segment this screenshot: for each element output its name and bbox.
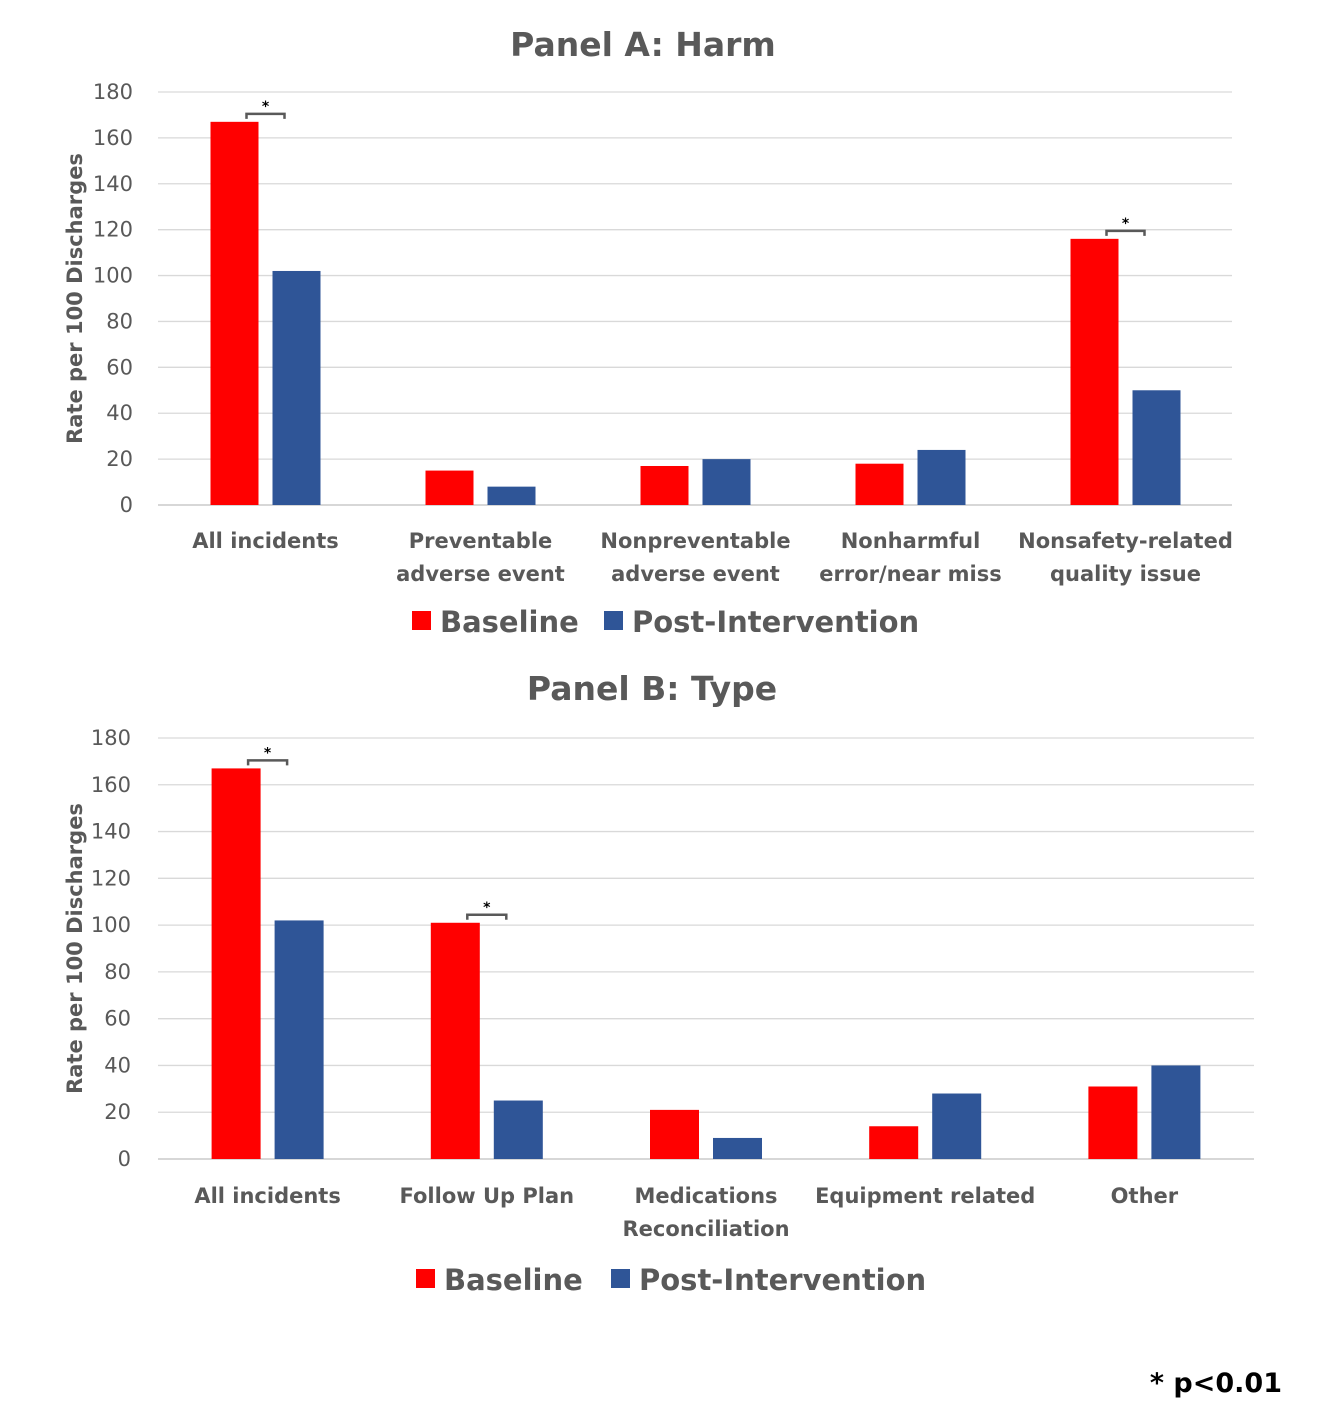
- x-category-label: Nonharmful: [841, 529, 981, 553]
- y-tick-label: 80: [104, 960, 131, 984]
- bar-baseline: [650, 1109, 699, 1159]
- bar-baseline: [1070, 238, 1119, 505]
- bar-baseline: [855, 463, 904, 505]
- bar-baseline: [869, 1126, 919, 1159]
- x-category-label: All incidents: [194, 1184, 341, 1208]
- y-tick-label: 60: [106, 355, 133, 379]
- y-tick-label: 60: [104, 1007, 131, 1031]
- legend-label: Post-Intervention: [639, 1263, 926, 1297]
- x-category-label: Nonpreventable: [600, 529, 790, 553]
- x-category-label: Nonsafety-related: [1018, 529, 1233, 553]
- chart-panel-2: Panel B: Type 0 20 40 60 80 100 120 140 160 180 Rat…: [63, 669, 1254, 1297]
- bar-post-intervention: [1132, 390, 1181, 505]
- bar-post-intervention: [274, 920, 324, 1159]
- bar-post-intervention: [493, 1100, 543, 1159]
- y-tick-label: 140: [93, 172, 133, 196]
- y-tick-label: 160: [91, 773, 131, 797]
- y-tick-label: 180: [93, 80, 133, 104]
- significance-star: *: [264, 745, 272, 761]
- y-tick-label: 20: [104, 1100, 131, 1124]
- legend-label: Post-Intervention: [632, 605, 919, 639]
- bar-baseline: [430, 922, 480, 1159]
- significance-bracket: [1105, 229, 1146, 236]
- significance-star: *: [262, 99, 270, 115]
- significance-bracket: [246, 759, 289, 766]
- bar-baseline: [211, 768, 261, 1159]
- y-tick-label: 0: [120, 493, 133, 517]
- x-category-label: All incidents: [192, 529, 339, 553]
- significance-star: *: [1122, 216, 1130, 232]
- x-category-label: Other: [1111, 1184, 1179, 1208]
- chart-title: Panel B: Type: [527, 669, 777, 708]
- y-tick-label: 100: [91, 913, 131, 937]
- y-tick-label: 40: [106, 401, 133, 425]
- legend-label: Baseline: [444, 1263, 583, 1297]
- significance-bracket: [245, 112, 286, 119]
- y-tick-label: 0: [118, 1147, 131, 1171]
- legend-swatch: [611, 1269, 630, 1288]
- y-tick-label: 160: [93, 126, 133, 150]
- bar-baseline: [640, 465, 689, 505]
- x-category-label: Preventable: [409, 529, 553, 553]
- y-tick-label: 120: [91, 866, 131, 890]
- significance-footnote: * p<0.01: [1149, 1368, 1282, 1399]
- bar-baseline: [425, 470, 474, 505]
- bar-post-intervention: [932, 1093, 982, 1159]
- bar-post-intervention: [487, 486, 536, 505]
- bar-baseline: [210, 121, 259, 506]
- x-category-label: Medications: [634, 1184, 777, 1208]
- y-tick-label: 80: [106, 309, 133, 333]
- legend-swatch: [604, 611, 623, 630]
- y-tick-label: 40: [104, 1053, 131, 1077]
- y-axis-label: Rate per 100 Discharges: [63, 153, 87, 444]
- x-category-label: Follow Up Plan: [400, 1184, 575, 1208]
- x-category-label: quality issue: [1050, 562, 1201, 586]
- x-category-label: error/near miss: [819, 562, 1002, 586]
- bar-post-intervention: [702, 459, 751, 505]
- y-tick-label: 180: [91, 726, 131, 750]
- y-tick-label: 20: [106, 447, 133, 471]
- x-category-label: adverse event: [396, 562, 565, 586]
- legend-label: Baseline: [440, 605, 579, 639]
- x-category-label: Equipment related: [815, 1184, 1035, 1208]
- significance-bracket: [466, 913, 508, 920]
- bar-baseline: [1088, 1086, 1138, 1159]
- x-category-label: Reconciliation: [622, 1217, 789, 1241]
- bar-post-intervention: [272, 270, 321, 505]
- y-axis-label: Rate per 100 Discharges: [63, 803, 87, 1094]
- y-tick-label: 140: [91, 820, 131, 844]
- legend-swatch: [416, 1269, 435, 1288]
- bar-post-intervention: [713, 1137, 762, 1159]
- bar-post-intervention: [917, 449, 966, 505]
- chart-panel-1: Panel A: Harm 0 20 40 60 80 100 120 140 160 180 Rat…: [63, 25, 1233, 639]
- legend-swatch: [412, 611, 431, 630]
- significance-star: *: [483, 900, 491, 916]
- chart-title: Panel A: Harm: [510, 25, 776, 64]
- y-tick-label: 120: [93, 218, 133, 242]
- bar-post-intervention: [1151, 1065, 1201, 1159]
- y-tick-label: 100: [93, 264, 133, 288]
- x-category-label: adverse event: [611, 562, 780, 586]
